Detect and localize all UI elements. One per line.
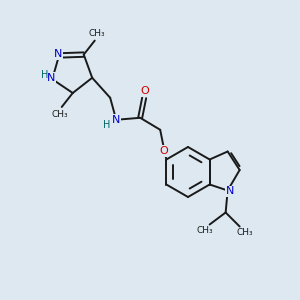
- Text: H: H: [103, 120, 111, 130]
- Text: CH₃: CH₃: [196, 226, 213, 235]
- Text: O: O: [160, 146, 169, 156]
- Text: H: H: [40, 70, 48, 80]
- Text: N: N: [226, 187, 234, 196]
- Text: CH₃: CH₃: [51, 110, 68, 119]
- Text: CH₃: CH₃: [236, 228, 253, 237]
- Text: O: O: [141, 86, 150, 96]
- Text: N: N: [112, 115, 120, 125]
- Text: N: N: [54, 50, 62, 59]
- Text: CH₃: CH₃: [88, 29, 105, 38]
- Text: N: N: [47, 73, 56, 83]
